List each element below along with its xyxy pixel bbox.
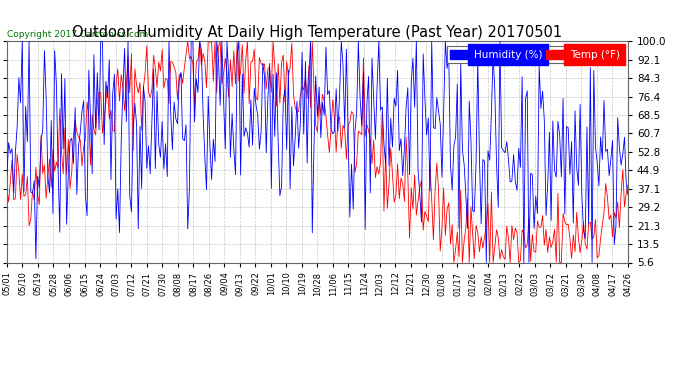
Title: Outdoor Humidity At Daily High Temperature (Past Year) 20170501: Outdoor Humidity At Daily High Temperatu… xyxy=(72,25,562,40)
Text: Copyright 2017 Cartronics.com: Copyright 2017 Cartronics.com xyxy=(7,30,148,39)
Legend: Humidity (%), Temp (°F): Humidity (%), Temp (°F) xyxy=(447,46,622,63)
